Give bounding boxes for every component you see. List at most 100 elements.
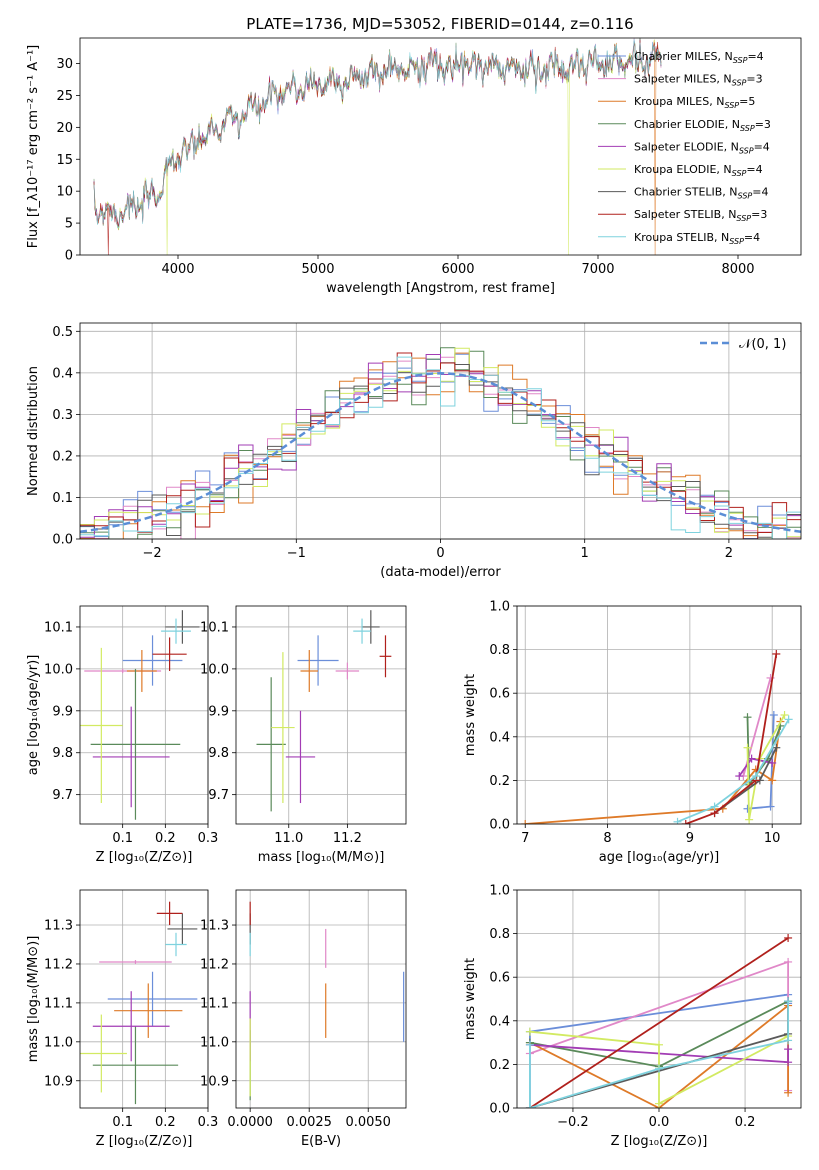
y-tick-label: 1.0 (489, 884, 510, 899)
y-axis-label: mass weight (463, 674, 478, 756)
errorbar-kroupa-stelib (165, 932, 187, 957)
errorbar-kroupa-elodie (271, 652, 295, 804)
errorbar-chabrier-stelib (362, 610, 380, 644)
errorbar-chabrier-elodie (92, 1026, 179, 1105)
x-tick-label: 6000 (441, 262, 474, 277)
x-tick-label: 0.3 (198, 1115, 219, 1130)
spectrum-line (93, 40, 662, 255)
errorbar-salpeter-elodie (92, 706, 170, 808)
legend-label: Kroupa ELODIE, NSSP=4 (634, 163, 763, 178)
y-tick-label: 9.9 (52, 704, 73, 719)
y-tick-label: 10.0 (200, 662, 229, 677)
y-tick-label: 0.2 (489, 774, 510, 789)
y-axis-label: Normed distribution (26, 366, 41, 496)
x-tick-label: 4000 (161, 262, 194, 277)
x-tick-label: 0.2 (155, 831, 176, 846)
weight-kroupa-stelib (525, 997, 793, 1108)
spectrum-line (93, 38, 662, 229)
x-axis-label: (data-model)/error (380, 565, 501, 580)
x-tick-label: 0.0025 (286, 1115, 332, 1130)
y-tick-label: 10.1 (44, 620, 73, 635)
y-tick-label: 0.2 (489, 1058, 510, 1073)
weight-line (746, 714, 786, 820)
x-tick-label: 0.1 (112, 831, 133, 846)
x-tick-label: 8 (603, 831, 611, 846)
y-tick-label: 0.4 (489, 1014, 510, 1029)
x-tick-label: 0.1 (112, 1115, 133, 1130)
errorbar-kroupa-elodie (80, 1014, 127, 1093)
x-tick-label: 0.0050 (345, 1115, 391, 1130)
errorbar-kroupa-miles (300, 650, 319, 692)
x-tick-label: −0.2 (557, 1115, 589, 1130)
weight-salpeter-miles (739, 673, 775, 781)
y-tick-label: 11.3 (200, 919, 229, 934)
panel-mass_vs_ebv: 0.0000 0.0025 0.0050 10.9 11.0 11.1 11.2 11.3 E(… (200, 889, 407, 1149)
y-tick-label: 9.7 (208, 788, 229, 803)
y-tick-label: 10.9 (200, 1074, 229, 1089)
y-tick-label: 0.0 (489, 1102, 510, 1117)
panel-age_vs_mass: 11.0 11.2 9.7 9.8 9.9 10.0 10.1 mass [log₁₀(M/M… (200, 605, 407, 865)
errorbar-salpeter-stelib (152, 637, 187, 671)
errorbar-chabrier-elodie (256, 677, 286, 812)
histogram-salpeter-stelib (80, 352, 801, 539)
y-tick-label: 9.7 (52, 788, 73, 803)
panel-weight_vs_Z: −0.2 0.0 0.2 0.0 0.2 0.4 0.6 0.8 1.0 Z [log₁₀(Z/Z… (463, 884, 802, 1149)
y-tick-label: 0 (65, 249, 73, 264)
errorbar-salpeter-miles (99, 960, 172, 964)
y-tick-label: 10.0 (44, 662, 73, 677)
x-axis-label: mass [log₁₀(M/M⊙)] (258, 850, 385, 865)
errorbar-salpeter-stelib (156, 901, 183, 926)
plot-area (80, 347, 801, 539)
weight-kroupa-stelib (673, 715, 793, 824)
x-tick-label: 7000 (581, 262, 614, 277)
axes-frame (235, 605, 407, 825)
errorbar-kroupa-stelib (353, 618, 371, 644)
legend-label: Salpeter ELODIE, NSSP=4 (634, 140, 770, 155)
errorbar-kroupa-stelib (161, 618, 191, 644)
y-tick-label: 9.8 (208, 746, 229, 761)
y-tick-label: 11.1 (200, 996, 229, 1011)
axes-frame (235, 889, 407, 1109)
x-tick-label: 0.0000 (227, 1115, 273, 1130)
normal-curve (80, 372, 801, 533)
y-tick-label: 1.0 (489, 600, 510, 615)
weight-line (529, 1030, 789, 1106)
plot-area (256, 610, 392, 812)
legend-label: Chabrier MILES, NSSP=4 (634, 50, 764, 65)
figure-title: PLATE=1736, MJD=53052, FIBERID=0144, z=0… (246, 15, 633, 33)
y-axis-label: mass weight (463, 958, 478, 1040)
errorbar-salpeter-miles (335, 662, 360, 680)
y-tick-label: 0.2 (52, 449, 73, 464)
y-tick-label: 0.6 (489, 971, 510, 986)
plot-area (249, 901, 405, 1101)
weight-salpeter-stelib (681, 649, 781, 824)
weight-salpeter-elodie (735, 754, 777, 781)
x-tick-label: −1 (287, 546, 306, 561)
legend-label: Chabrier STELIB, NSSP=4 (634, 186, 768, 201)
y-tick-label: 10 (56, 185, 73, 200)
x-tick-label: 0.3 (198, 831, 219, 846)
x-tick-label: 11.2 (333, 831, 362, 846)
gridlines (517, 605, 801, 825)
panel-spectrum: 4000 5000 6000 7000 8000 0 5 10 15 20 25 30 waveleng… (26, 37, 802, 296)
errorbar-chabrier-elodie (90, 668, 181, 820)
x-tick-label: −2 (143, 546, 162, 561)
errorbar-kroupa-elodie (80, 647, 123, 804)
plot-area (80, 901, 198, 1105)
y-tick-label: 11.0 (44, 1035, 73, 1050)
x-tick-label: 0 (436, 546, 444, 561)
y-tick-label: 0.4 (489, 730, 510, 745)
x-tick-label: 0.0 (649, 1115, 670, 1130)
x-tick-label: 1 (581, 546, 589, 561)
legend-label: 𝒩(0, 1) (739, 337, 786, 352)
y-tick-label: 0.3 (52, 408, 73, 423)
panel-mass_vs_Z: 0.1 0.2 0.3 10.9 11.0 11.1 11.2 11.3 Z [log₁₀(Z/… (26, 889, 219, 1149)
y-tick-label: 11.2 (200, 957, 229, 972)
y-axis-label: mass [log₁₀(M/M⊙)] (26, 936, 41, 1063)
plot-area (80, 610, 200, 820)
y-axis-label: age [log₁₀(age/yr)] (26, 655, 41, 776)
x-tick-label: 8000 (721, 262, 754, 277)
legend-label: Kroupa STELIB, NSSP=4 (634, 231, 760, 246)
axes-frame (79, 37, 802, 256)
